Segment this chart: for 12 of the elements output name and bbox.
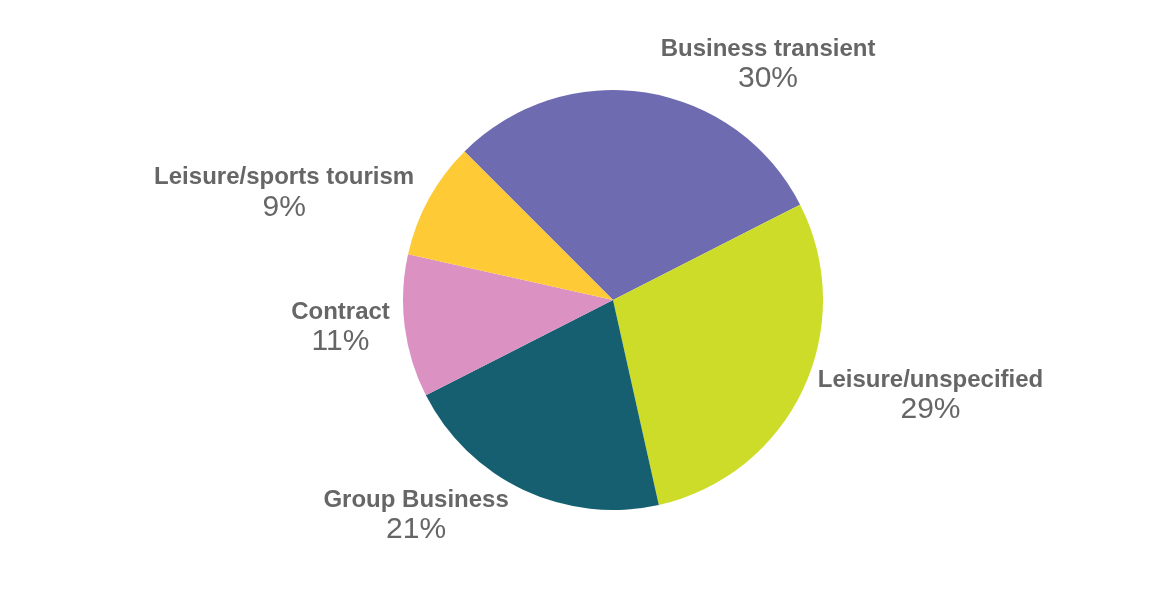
data-label: 9% <box>262 188 306 222</box>
data-label: 29% <box>900 391 961 425</box>
slice-label: Group Business <box>323 484 509 512</box>
pie-slice <box>464 90 801 300</box>
pie-slice <box>403 254 613 396</box>
data-label: 30% <box>738 60 799 94</box>
slice-label: Contract <box>291 297 390 325</box>
slice-label: Leisure/unspecified <box>817 365 1044 393</box>
data-label: 11% <box>311 323 370 357</box>
data-label: 21% <box>386 510 447 544</box>
slice-label: Business transient <box>660 34 876 62</box>
slice-label: Leisure/sports tourism <box>154 162 415 190</box>
